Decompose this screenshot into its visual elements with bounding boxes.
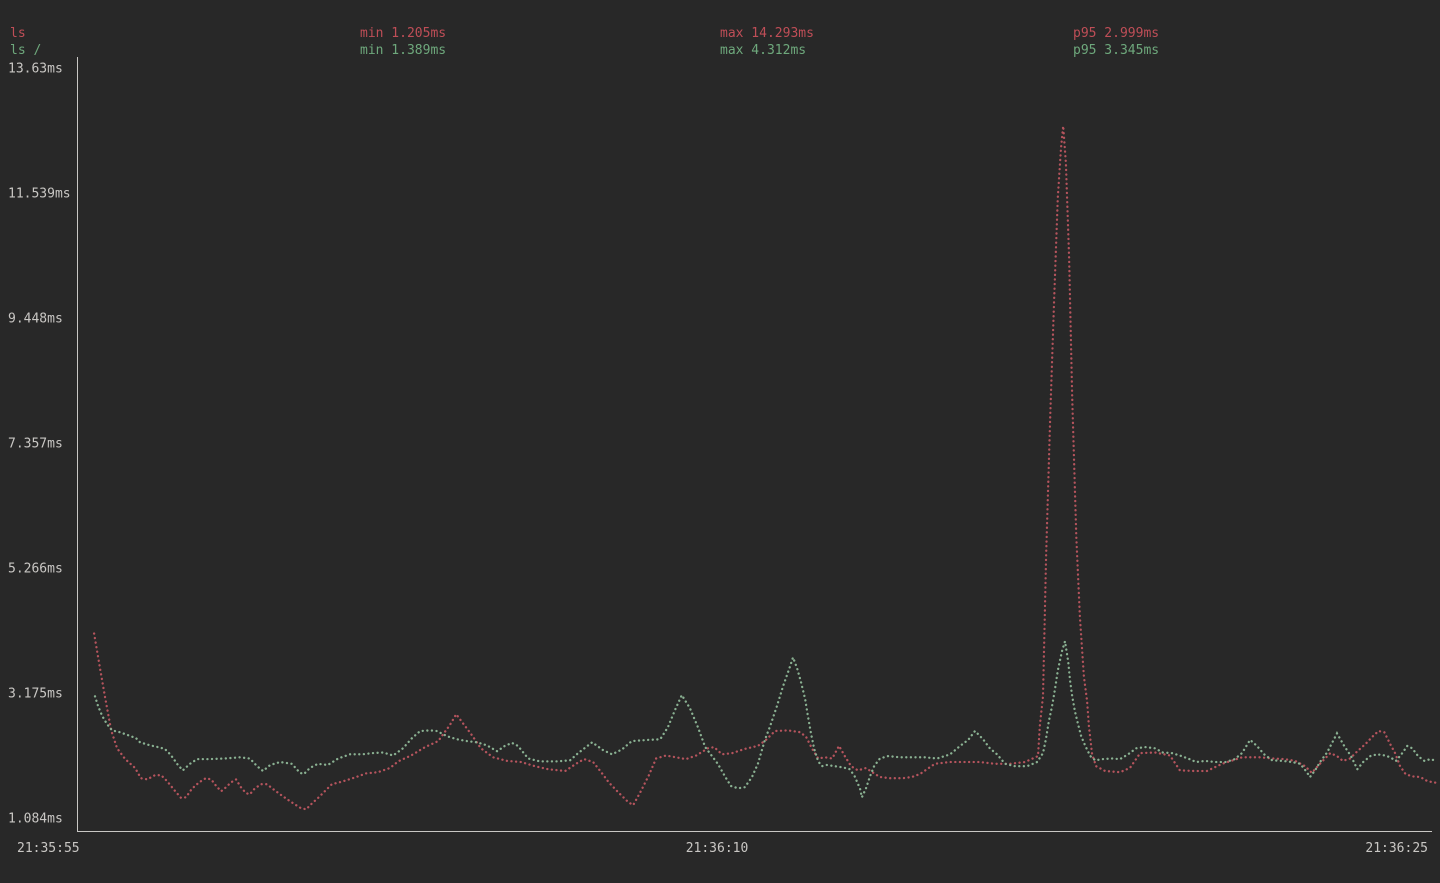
y-tick-label: 9.448ms <box>8 312 63 327</box>
y-tick-label: 7.357ms <box>8 437 63 452</box>
y-tick-label: 13.63ms <box>8 62 63 77</box>
stat-green-max: max 4.312ms <box>720 43 807 58</box>
x-tick-label: 21:36:10 <box>686 841 749 856</box>
stat-red-p95: p95 2.999ms <box>1073 26 1160 41</box>
x-tick-label: 21:35:55 <box>17 841 80 856</box>
stat-red-max: max 14.293ms <box>720 26 814 41</box>
series-line-ls <box>92 125 1439 811</box>
y-tick-label: 5.266ms <box>8 562 63 577</box>
legend-series-green-label: ls / <box>10 43 42 58</box>
y-tick-label: 3.175ms <box>8 687 63 702</box>
stat-green-min: min 1.389ms <box>360 43 447 58</box>
y-tick-label: 11.539ms <box>8 187 71 202</box>
y-tick-label: 1.084ms <box>8 812 63 827</box>
series-line-ls-root <box>93 640 1436 801</box>
stat-red-min: min 1.205ms <box>360 26 447 41</box>
legend-series-red-label: ls <box>10 26 26 41</box>
stat-green-p95: p95 3.345ms <box>1073 43 1160 58</box>
x-tick-label: 21:36:25 <box>1365 841 1428 856</box>
